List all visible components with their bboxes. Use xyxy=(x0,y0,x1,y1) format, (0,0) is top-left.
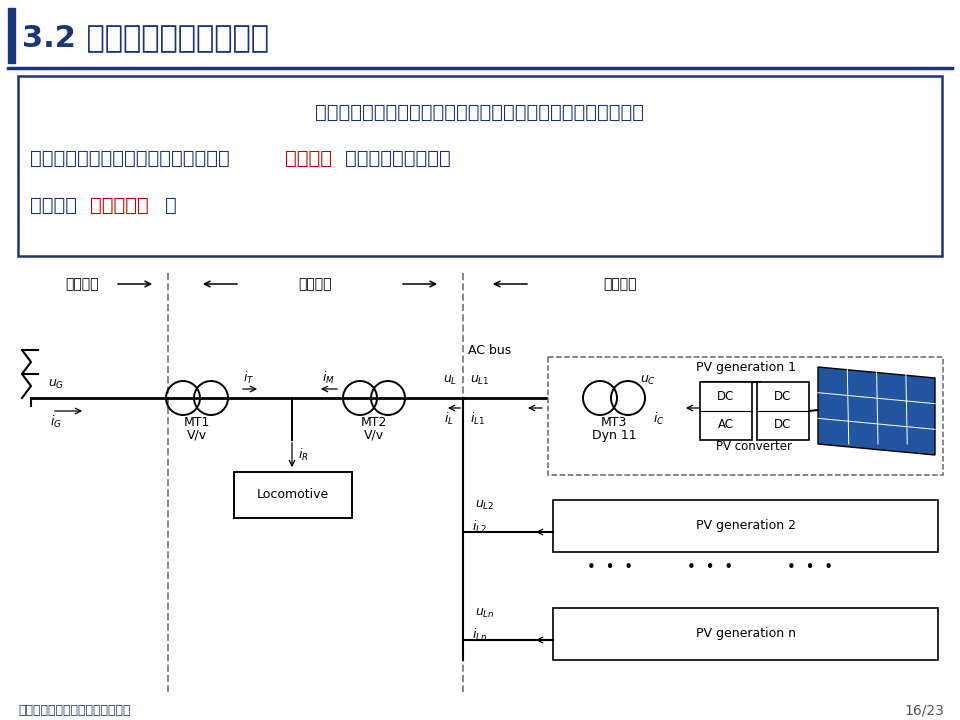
Bar xyxy=(553,608,938,660)
Text: $u_L$: $u_L$ xyxy=(443,374,457,387)
Text: 相机车的: 相机车的 xyxy=(30,196,77,215)
Bar xyxy=(757,382,809,440)
Text: $u_{L2}$: $u_{L2}$ xyxy=(475,498,494,511)
Text: $u_C$: $u_C$ xyxy=(640,374,656,387)
Text: $i_L$: $i_L$ xyxy=(444,411,454,427)
Text: PV generation 1: PV generation 1 xyxy=(695,361,796,374)
Text: 中国电工技术学会新媒体平台发布: 中国电工技术学会新媒体平台发布 xyxy=(18,703,131,716)
Text: $i_C$: $i_C$ xyxy=(653,411,664,427)
Text: 对于分相交流供电制式中三相光伏逆变器为单相机车负荷供电的: 对于分相交流供电制式中三相光伏逆变器为单相机车负荷供电的 xyxy=(316,102,644,122)
Text: $i_{L1}$: $i_{L1}$ xyxy=(470,411,485,427)
Text: DC: DC xyxy=(775,390,792,402)
Text: $i_R$: $i_R$ xyxy=(298,447,309,463)
Text: 控制策略，实现对单: 控制策略，实现对单 xyxy=(345,148,451,168)
Bar xyxy=(548,357,943,475)
Text: $i_G$: $i_G$ xyxy=(50,414,61,430)
Text: 3.2 光伏分相电流控制技术: 3.2 光伏分相电流控制技术 xyxy=(22,24,269,53)
Text: 分相电流: 分相电流 xyxy=(285,148,332,168)
Text: PV generation 2: PV generation 2 xyxy=(695,520,796,533)
Text: 16/23: 16/23 xyxy=(904,703,944,717)
Text: $i_T$: $i_T$ xyxy=(243,370,254,386)
Bar xyxy=(18,76,942,256)
Text: $i_{Ln}$: $i_{Ln}$ xyxy=(472,627,488,643)
Polygon shape xyxy=(818,367,935,455)
Text: •  •  •: • • • xyxy=(787,560,833,575)
Text: V/v: V/v xyxy=(364,428,384,441)
Text: MT2: MT2 xyxy=(361,416,387,429)
Text: $u_G$: $u_G$ xyxy=(48,377,64,390)
Text: $i_{L2}$: $i_{L2}$ xyxy=(472,519,487,535)
Text: $i_M$: $i_M$ xyxy=(322,370,335,386)
Text: $u_{L1}$: $u_{L1}$ xyxy=(470,374,490,387)
Text: 。: 。 xyxy=(165,196,177,215)
Text: AC bus: AC bus xyxy=(468,343,512,356)
Text: PV converter: PV converter xyxy=(716,440,792,453)
Bar xyxy=(234,472,352,518)
Text: 需求，提出了适用于三相光伏逆变器的: 需求，提出了适用于三相光伏逆变器的 xyxy=(30,148,229,168)
Text: •  •  •: • • • xyxy=(687,560,733,575)
Text: $u_{Ln}$: $u_{Ln}$ xyxy=(475,606,494,619)
Text: 适配性供电: 适配性供电 xyxy=(90,196,149,215)
Text: Dyn 11: Dyn 11 xyxy=(591,429,636,442)
Bar xyxy=(8,8,15,63)
Text: 高压电网: 高压电网 xyxy=(65,277,99,291)
Text: MT3: MT3 xyxy=(601,416,627,429)
Text: PV generation n: PV generation n xyxy=(695,628,796,641)
Bar xyxy=(553,500,938,552)
Text: V/v: V/v xyxy=(187,428,207,441)
Text: DC: DC xyxy=(717,390,734,402)
Text: MT1: MT1 xyxy=(183,416,210,429)
Text: AC: AC xyxy=(718,418,734,431)
Text: 牢引网络: 牢引网络 xyxy=(299,277,332,291)
Text: DC: DC xyxy=(775,418,792,431)
Text: •  •  •: • • • xyxy=(587,560,633,575)
Text: 光伏发电: 光伏发电 xyxy=(603,277,636,291)
Bar xyxy=(700,382,752,440)
Text: Locomotive: Locomotive xyxy=(257,488,329,502)
